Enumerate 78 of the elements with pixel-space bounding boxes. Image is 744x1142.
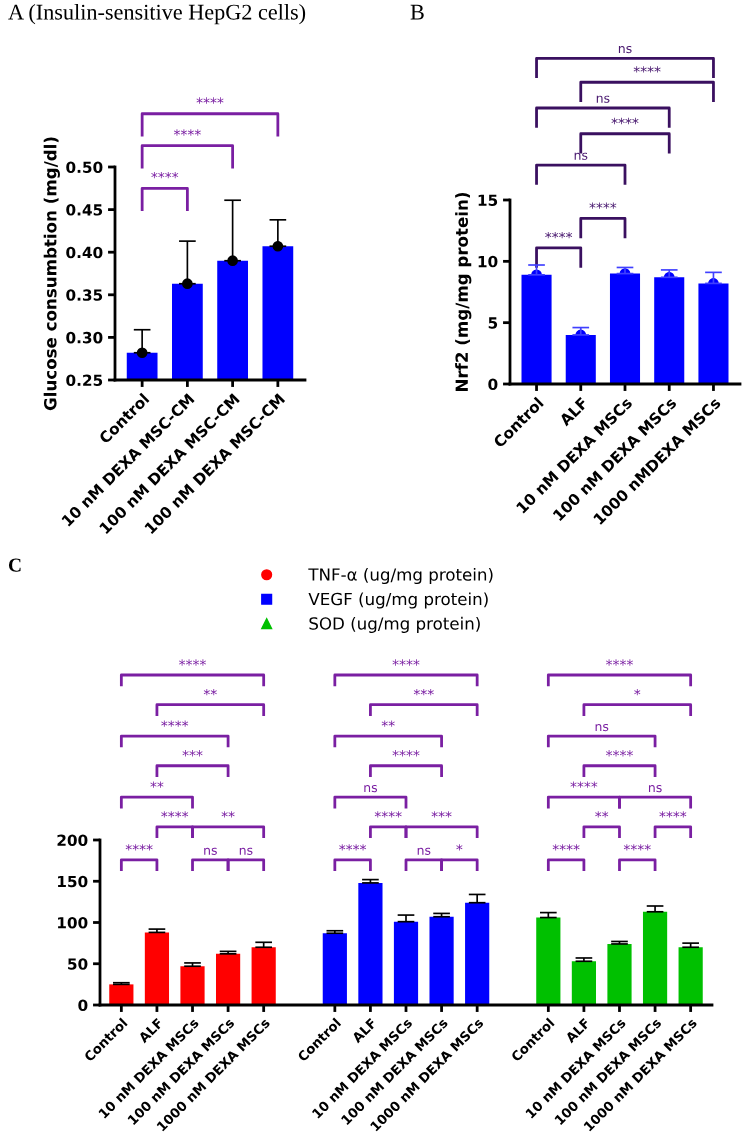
text: **** (633, 66, 661, 73)
annotation: ns (204, 847, 217, 855)
annotation: ns (239, 847, 253, 855)
text: *** (431, 811, 452, 818)
text: **** (606, 750, 633, 757)
y-tick-label: 10 (478, 255, 498, 268)
legend-label: VEGF (ug/mg protein) (308, 592, 488, 609)
text: **** (611, 117, 639, 125)
annotation: **** (623, 844, 651, 851)
annotation: **** (589, 202, 617, 209)
text: *** (413, 689, 434, 696)
y-tick-label: 100 (58, 916, 88, 929)
annotation: ns (417, 847, 431, 855)
text: **** (659, 811, 687, 818)
y-tick-label: 150 (58, 875, 88, 888)
text: ** (221, 811, 235, 818)
y-tick-label: 0.40 (66, 246, 103, 259)
text: **** (196, 97, 224, 104)
text: **** (374, 811, 402, 818)
bar (109, 984, 134, 1005)
y-tick-label: 0.25 (66, 374, 103, 387)
legend-label: TNF-α (ug/mg protein) (308, 567, 493, 585)
text: ** (595, 811, 609, 818)
y-tick-label: 50 (68, 958, 88, 970)
y-tick-label: 15 (478, 194, 498, 207)
bar (536, 917, 561, 1005)
text: **** (392, 659, 420, 666)
bar (216, 953, 241, 1005)
bar (465, 902, 490, 1005)
chart-title: A (Insulin-sensitive HepG2 cells) (8, 4, 306, 25)
text: ** (381, 720, 395, 727)
annotation: **** (545, 231, 573, 239)
y-tick-label: 0 (78, 999, 88, 1012)
y-tick-label: 0 (488, 378, 498, 391)
text: ** (150, 781, 164, 788)
y-tick-label: 0.30 (66, 331, 103, 344)
y-axis-title: Nrf2 (mg/mg protein) (455, 192, 472, 391)
text: *** (182, 750, 203, 757)
chart-title: C (8, 558, 21, 572)
text: ns (574, 152, 588, 160)
bar (358, 882, 383, 1005)
legend-label: SOD (ug/mg protein) (309, 616, 480, 633)
y-tick-label: 200 (57, 834, 88, 847)
bar (144, 932, 170, 1005)
text: **** (173, 129, 201, 136)
annotation: **** (339, 844, 367, 851)
chart-title: B (410, 4, 424, 20)
annotation: **** (552, 844, 580, 851)
bar (642, 911, 668, 1005)
text: ns (364, 785, 378, 793)
bar (429, 916, 454, 1005)
text: ns (596, 95, 610, 103)
bar (607, 943, 632, 1005)
bar (322, 933, 347, 1005)
text: ns (618, 45, 632, 54)
bar (251, 947, 276, 1005)
text: **** (161, 720, 189, 727)
y-tick-label: 0.45 (66, 204, 103, 216)
y-tick-label: 0.35 (66, 289, 103, 301)
text: **** (161, 811, 189, 818)
text: ns (648, 785, 662, 793)
text: **** (179, 659, 206, 666)
bar (678, 947, 703, 1005)
y-tick-label: 5 (488, 317, 498, 329)
bar (393, 921, 419, 1005)
text: ns (595, 723, 609, 732)
bar (180, 966, 205, 1005)
text: ** (203, 689, 217, 696)
text: * (634, 689, 641, 696)
text: **** (392, 750, 420, 757)
y-axis-title: Glucose consumbtion (mg/dl) (43, 137, 60, 411)
text: **** (570, 781, 598, 788)
bar (571, 961, 596, 1005)
annotation: **** (125, 844, 153, 851)
text: **** (606, 659, 633, 666)
annotation: **** (151, 171, 179, 179)
y-tick-label: 0.50 (66, 161, 103, 174)
annotation: * (456, 844, 463, 851)
